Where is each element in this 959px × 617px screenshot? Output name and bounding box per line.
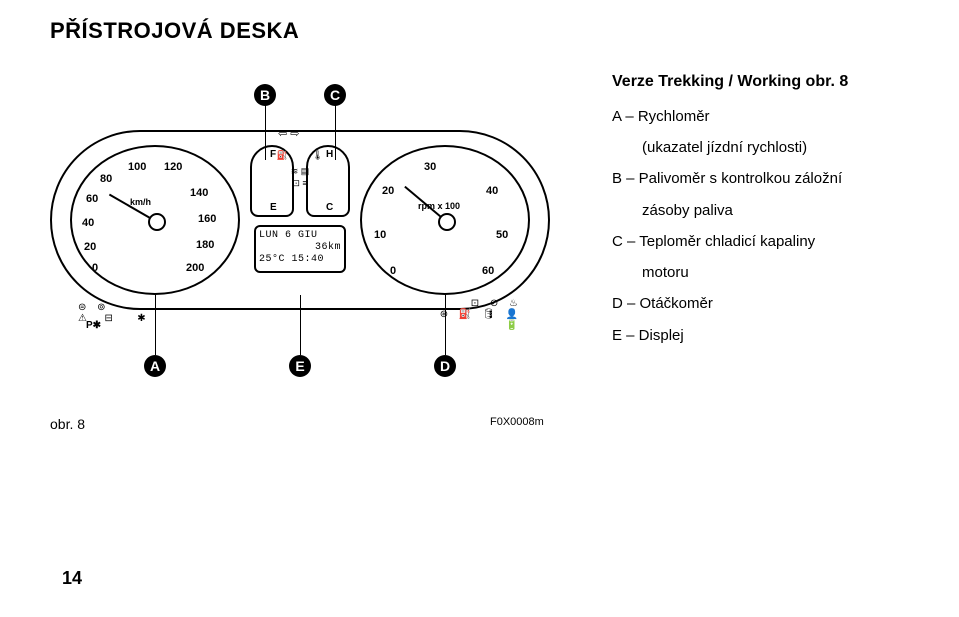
legend-b: B – Palivoměr s kontrolkou záložní — [612, 167, 932, 190]
tacho-30: 30 — [424, 161, 436, 173]
callout-e: E — [289, 355, 311, 377]
display-line3: 25°C 15:40 — [259, 254, 341, 266]
temp-icon: 🌡 — [312, 150, 323, 161]
tacho-10: 10 — [374, 229, 386, 241]
speedo-unit: km/h — [130, 197, 151, 207]
speedo-0: 0 — [92, 262, 98, 274]
leader-c — [335, 105, 336, 160]
temp-cold: C — [326, 202, 333, 213]
fuel-full: F — [270, 149, 276, 160]
right-warning-icons: ⊡ ⊘ ♨ ⊛ ⛽ 🛢 👤 🔋 — [440, 298, 522, 331]
speedo-20: 20 — [84, 241, 96, 253]
speedo-120: 120 — [164, 161, 182, 173]
speedo-180: 180 — [196, 239, 214, 251]
center-block: ⇦ ⇨ F ⛽ E H 🌡 C ≋ ▤ ⊡ ≡ LUN 6 GIU 36km 2… — [248, 145, 352, 295]
tacho-0: 0 — [390, 265, 396, 277]
leader-a — [155, 295, 156, 355]
speedo-140: 140 — [190, 187, 208, 199]
tacho-50: 50 — [496, 229, 508, 241]
leader-d — [445, 295, 446, 355]
page-number: 14 — [62, 568, 82, 589]
speedo-60: 60 — [86, 193, 98, 205]
display-line1: LUN 6 GIU — [259, 230, 341, 242]
callout-b: B — [254, 84, 276, 106]
speedo-hub — [148, 213, 166, 231]
fuel-empty: E — [270, 202, 277, 213]
fuel-icon: ⛽ — [277, 150, 288, 161]
legend-c: C – Teploměr chladicí kapaliny — [612, 230, 932, 253]
temp-hot: H — [326, 149, 333, 160]
callout-a: A — [144, 355, 166, 377]
leader-b — [265, 105, 266, 160]
display-line2: 36km — [259, 242, 341, 254]
leader-e — [300, 295, 301, 355]
legend-d: D – Otáčkoměr — [612, 292, 932, 315]
tacho-hub — [438, 213, 456, 231]
p-indicator: P✱ — [86, 320, 101, 331]
tacho-60: 60 — [482, 265, 494, 277]
lcd-display: LUN 6 GIU 36km 25°C 15:40 — [254, 225, 346, 273]
page-title: PŘÍSTROJOVÁ DESKA — [50, 18, 299, 44]
callout-c: C — [324, 84, 346, 106]
figure-code: F0X0008m — [490, 416, 544, 428]
fuel-gauge: F ⛽ E — [250, 145, 294, 217]
turn-arrows-icon: ⇦ ⇨ — [278, 127, 300, 140]
legend-c2: motoru — [612, 261, 932, 284]
speedo-160: 160 — [198, 213, 216, 225]
legend-block: Verze Trekking / Working obr. 8 A – Rych… — [612, 70, 932, 355]
legend-title: Verze Trekking / Working obr. 8 — [612, 70, 932, 95]
legend-e: E – Displej — [612, 324, 932, 347]
speedo-200: 200 — [186, 262, 204, 274]
speedo-40: 40 — [82, 217, 94, 229]
speedo-100: 100 — [128, 161, 146, 173]
tacho-40: 40 — [486, 185, 498, 197]
callout-d: D — [434, 355, 456, 377]
center-indicator-icons: ≋ ▤ ⊡ ≡ — [290, 165, 310, 189]
legend-a2: (ukazatel jízdní rychlosti) — [612, 136, 932, 159]
legend-b2: zásoby paliva — [612, 199, 932, 222]
tachometer: rpm x 100 0 10 20 30 40 50 60 — [360, 145, 530, 295]
figure-label: obr. 8 — [50, 416, 85, 432]
speedometer: km/h 0 20 40 60 80 100 120 140 160 180 2… — [70, 145, 240, 295]
legend-a: A – Rychloměr — [612, 105, 932, 128]
speedo-80: 80 — [100, 173, 112, 185]
temp-gauge: H 🌡 C — [306, 145, 350, 217]
tacho-20: 20 — [382, 185, 394, 197]
dashboard-diagram: km/h 0 20 40 60 80 100 120 140 160 180 2… — [50, 70, 550, 380]
